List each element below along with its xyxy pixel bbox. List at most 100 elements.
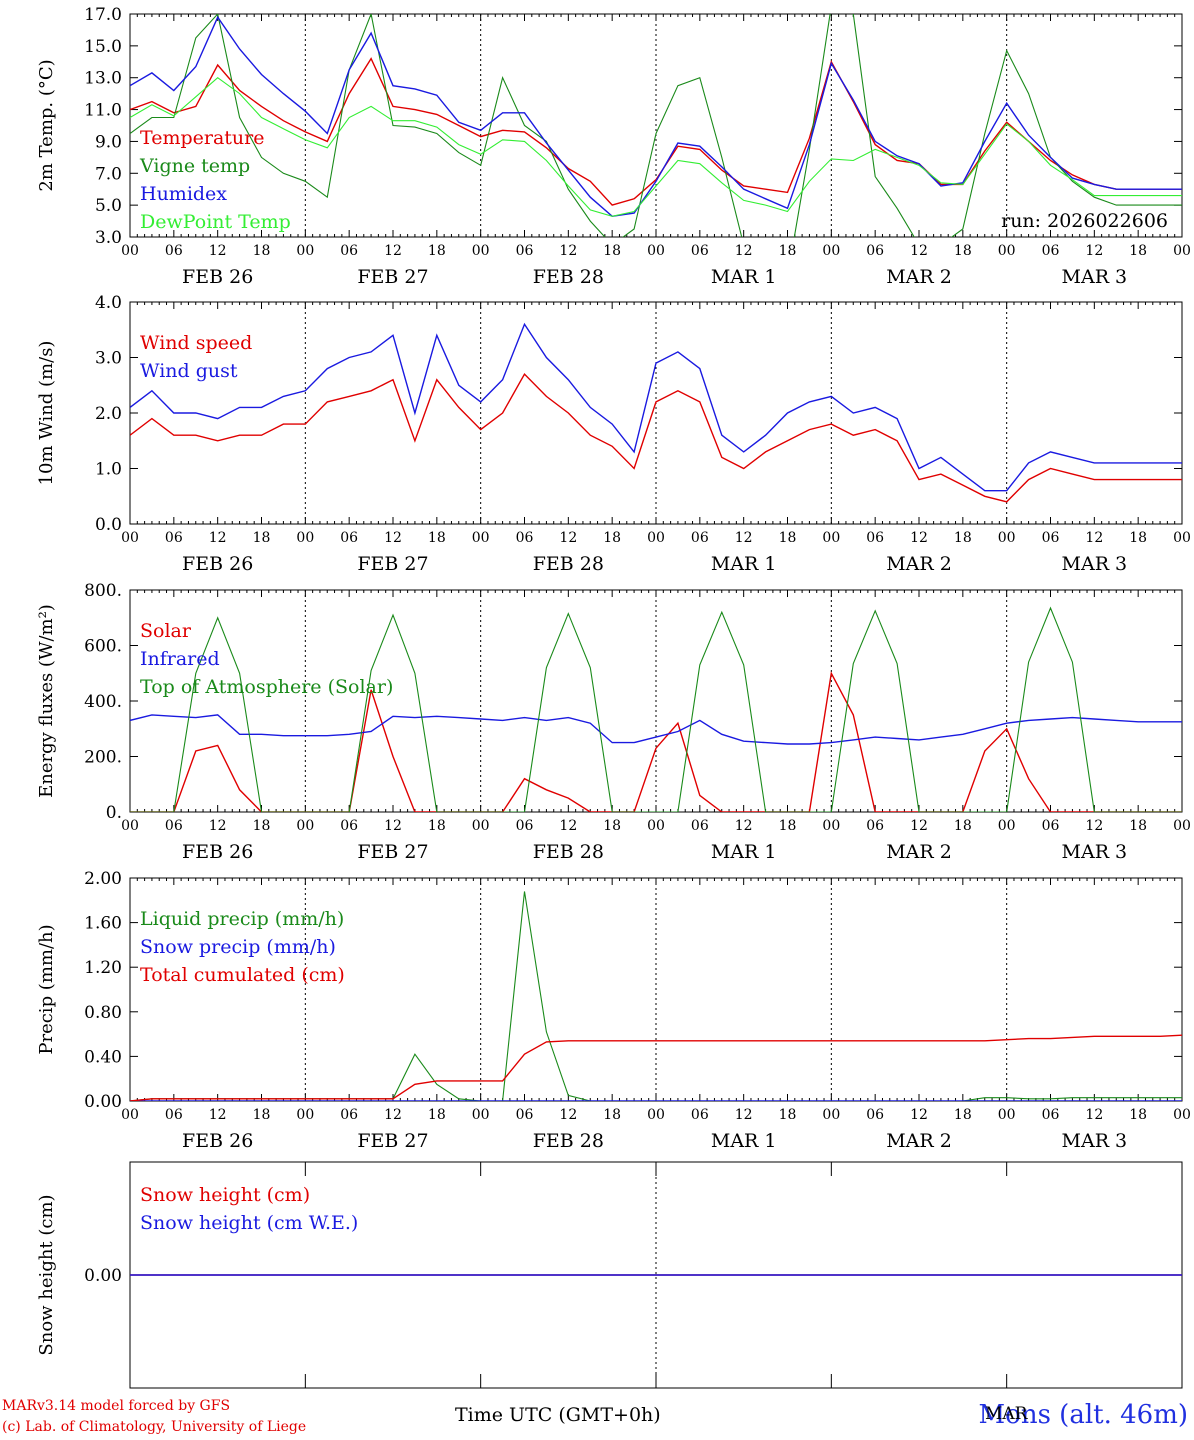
y-axis-title: Energy fluxes (W/m²) — [36, 604, 57, 798]
series-line-wind-speed — [130, 372, 1182, 503]
series-line-wind-gust — [130, 322, 1182, 492]
x-tick-label: 06 — [165, 818, 183, 834]
day-label: MAR 2 — [886, 841, 952, 863]
x-tick-label: 18 — [779, 1107, 797, 1123]
x-tick-label: 12 — [384, 1107, 402, 1123]
x-tick-label: 06 — [516, 818, 534, 834]
y-tick-label: 11.0 — [84, 101, 122, 121]
x-tick-label: 06 — [691, 818, 709, 834]
x-tick-label: 06 — [866, 818, 884, 834]
x-tick-label: 18 — [253, 243, 271, 259]
x-tick-label: 06 — [340, 530, 358, 546]
day-label: MAR 3 — [1062, 1130, 1128, 1152]
series-line-dewpoint-temp — [130, 76, 1182, 217]
y-tick-label: 15.0 — [84, 37, 122, 57]
x-tick-label: 00 — [998, 530, 1016, 546]
day-label: FEB 27 — [357, 266, 428, 288]
x-tick-label: 00 — [296, 530, 314, 546]
x-tick-label: 06 — [340, 1107, 358, 1123]
x-tick-label: 18 — [779, 243, 797, 259]
x-tick-label: 00 — [1173, 1107, 1191, 1123]
panel-2: 00 06 12 18 00 06 12 18 00 06 12 18 00 06 12 18 00 06 12 18… — [36, 293, 1191, 575]
x-tick-label: 06 — [1042, 818, 1060, 834]
day-label: MAR 2 — [886, 1130, 952, 1152]
legend-entry: Humidex — [140, 183, 227, 205]
day-label: MAR 2 — [886, 553, 952, 575]
day-label: FEB 26 — [182, 266, 253, 288]
y-tick-label: 4.0 — [95, 293, 122, 313]
x-tick-label: 06 — [866, 243, 884, 259]
y-tick-label: 800. — [84, 581, 122, 601]
y-tick-label: 1.0 — [95, 460, 122, 480]
x-axis-title: Time UTC (GMT+0h) — [455, 1404, 661, 1426]
legend-entry: Total cumulated (cm) — [140, 964, 345, 986]
x-tick-label: 18 — [1129, 530, 1147, 546]
x-tick-label: 00 — [822, 530, 840, 546]
legend-entry: Wind gust — [140, 360, 238, 382]
y-tick-label: 5.0 — [95, 196, 122, 216]
x-tick-label: 00 — [121, 243, 139, 259]
x-tick-label: 06 — [866, 1107, 884, 1123]
y-axis-title: 2m Temp. (°C) — [36, 59, 57, 191]
series-line-infrared — [130, 714, 1182, 745]
y-tick-label: 13.0 — [84, 69, 122, 89]
x-tick-label: 06 — [165, 530, 183, 546]
x-tick-label: 06 — [1042, 243, 1060, 259]
x-tick-label: 18 — [779, 818, 797, 834]
legend-entry: Snow height (cm) — [140, 1184, 310, 1206]
x-tick-label: 06 — [1042, 1107, 1060, 1123]
x-tick-label: 00 — [296, 818, 314, 834]
y-tick-label: 0. — [106, 803, 122, 823]
x-tick-label: 00 — [822, 243, 840, 259]
run-annotation: run: 2026022606 — [1001, 210, 1168, 232]
legend-entry: Infrared — [140, 648, 220, 670]
x-tick-label: 00 — [1173, 530, 1191, 546]
day-label: MAR 1 — [711, 841, 777, 863]
panel-5: 0.00 Snow height (cm) Snow height (cm) Snow… — [36, 1161, 1183, 1389]
series-line-humidex — [130, 15, 1182, 218]
x-tick-label: 12 — [910, 818, 928, 834]
legend-entry: Snow precip (mm/h) — [140, 936, 336, 958]
x-tick-label: 12 — [559, 530, 577, 546]
x-tick-label: 06 — [340, 818, 358, 834]
series-line-temperature — [130, 57, 1182, 206]
x-tick-label: 18 — [428, 1107, 446, 1123]
x-tick-label: 12 — [1085, 243, 1103, 259]
y-tick-label: 0.80 — [84, 1003, 122, 1023]
day-label: FEB 28 — [533, 266, 604, 288]
x-tick-label: 00 — [822, 1107, 840, 1123]
x-tick-label: 12 — [209, 243, 227, 259]
panel-1: 00 06 12 18 00 06 12 18 00 06 12 18 00 06 12 18 00 06 12 18… — [36, 5, 1191, 288]
y-tick-label: 0.00 — [84, 1266, 122, 1286]
x-tick-label: 18 — [603, 243, 621, 259]
x-tick-label: 00 — [121, 818, 139, 834]
x-tick-label: 18 — [253, 818, 271, 834]
y-tick-label: 200. — [84, 748, 122, 768]
x-tick-label: 12 — [910, 530, 928, 546]
y-tick-label: 1.20 — [84, 958, 122, 978]
x-tick-label: 18 — [428, 530, 446, 546]
x-tick-label: 12 — [735, 818, 753, 834]
x-tick-label: 00 — [121, 1107, 139, 1123]
x-tick-label: 12 — [910, 243, 928, 259]
x-tick-label: 00 — [472, 243, 490, 259]
legend-entry: Vigne temp — [139, 155, 250, 177]
x-tick-label: 12 — [735, 530, 753, 546]
day-label: MAR 3 — [1062, 841, 1128, 863]
x-tick-label: 12 — [209, 530, 227, 546]
x-tick-label: 06 — [516, 243, 534, 259]
x-tick-label: 18 — [253, 1107, 271, 1123]
panel-4: 00 06 12 18 00 06 12 18 00 06 12 18 00 06 12 18 00 06 12 18… — [36, 869, 1191, 1152]
series-line-solar — [130, 671, 1182, 812]
x-tick-label: 12 — [559, 243, 577, 259]
x-tick-label: 18 — [1129, 818, 1147, 834]
day-label: MAR 3 — [1062, 553, 1128, 575]
x-tick-label: 18 — [428, 818, 446, 834]
meteogram-svg: 00 06 12 18 00 06 12 18 00 06 12 18 00 06 12 18 00 06 12 18… — [36, 5, 1191, 1389]
day-label: FEB 26 — [182, 1130, 253, 1152]
x-tick-label: 12 — [735, 243, 753, 259]
x-tick-label: 18 — [253, 530, 271, 546]
x-tick-label: 12 — [1085, 1107, 1103, 1123]
legend-entry: DewPoint Temp — [140, 211, 291, 233]
day-label: MAR 1 — [711, 553, 777, 575]
